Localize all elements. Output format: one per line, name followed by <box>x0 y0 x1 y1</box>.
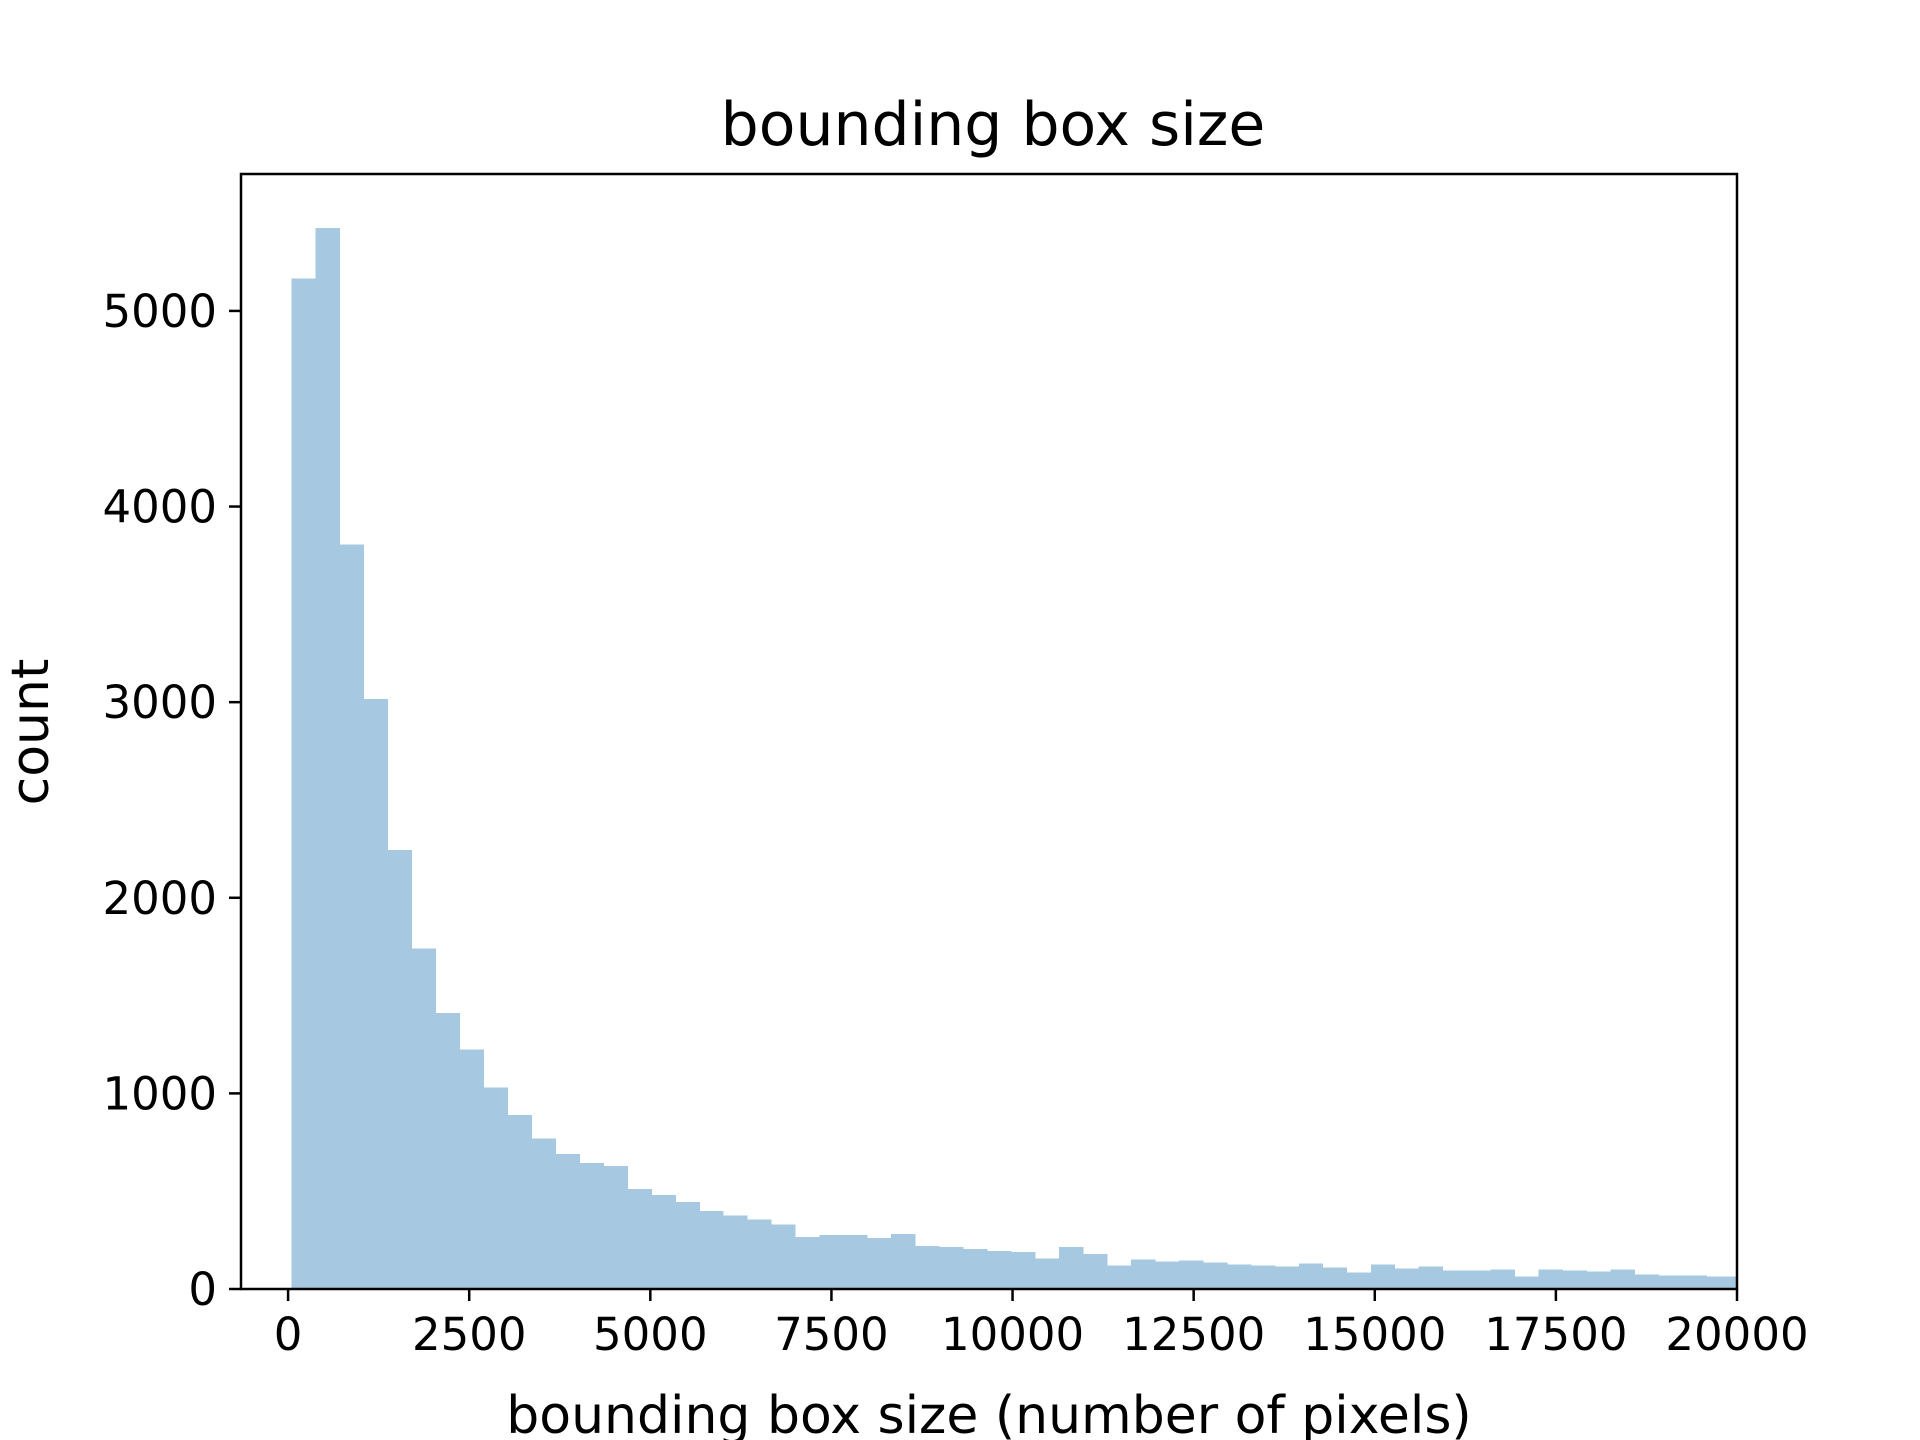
y-tick-label: 1000 <box>102 1067 217 1120</box>
x-tick-label: 7500 <box>774 1308 889 1361</box>
x-tick-label: 10000 <box>941 1308 1084 1361</box>
histogram-bar <box>339 544 365 1289</box>
histogram-bar <box>1107 1265 1132 1289</box>
histogram-bar <box>1298 1263 1324 1289</box>
x-tick-label: 2500 <box>412 1308 527 1361</box>
histogram-bar <box>579 1162 604 1289</box>
histogram-bar <box>627 1189 652 1289</box>
histogram-bar <box>1011 1251 1036 1289</box>
histogram-bar <box>771 1224 796 1289</box>
histogram-bar <box>1466 1270 1492 1289</box>
histogram-bar <box>1226 1264 1252 1289</box>
x-tick-label: 12500 <box>1122 1308 1265 1361</box>
histogram-bar <box>747 1219 772 1289</box>
histogram-bar <box>987 1250 1012 1289</box>
histogram-bar <box>483 1087 508 1289</box>
histogram-bar <box>1035 1258 1060 1289</box>
histogram-bar <box>1394 1268 1420 1289</box>
histogram-bar <box>1250 1265 1276 1289</box>
histogram-bar <box>915 1245 940 1289</box>
histogram-bar <box>1682 1275 1707 1289</box>
histogram-bar <box>1706 1276 1731 1289</box>
y-tick-label: 2000 <box>102 872 217 925</box>
x-tick-label: 20000 <box>1665 1308 1808 1361</box>
histogram-bar <box>531 1138 556 1289</box>
y-axis: 0 1000 2000 3000 4000 5000 <box>102 285 241 1316</box>
histogram-bar <box>1538 1269 1564 1289</box>
histogram-bar <box>891 1234 916 1289</box>
histogram-bar <box>1322 1267 1348 1289</box>
histogram-bar <box>1610 1269 1635 1289</box>
y-tick-label: 4000 <box>102 481 217 534</box>
histogram-bar <box>315 227 341 1290</box>
histogram-bar <box>435 1013 460 1289</box>
histogram-bar <box>795 1237 820 1289</box>
histogram-bar <box>1178 1260 1204 1289</box>
histogram-bar <box>1154 1261 1180 1289</box>
histogram-bar <box>1634 1274 1659 1289</box>
histogram-bar <box>1346 1272 1372 1289</box>
histogram-bar <box>363 699 389 1289</box>
y-tick-label: 5000 <box>102 285 217 338</box>
histogram-bar <box>1083 1253 1108 1289</box>
x-tick-label: 17500 <box>1484 1308 1627 1361</box>
plot-frame <box>239 172 1739 1291</box>
histogram-bar <box>1370 1264 1396 1289</box>
histogram-bar <box>843 1235 868 1289</box>
histogram-bar <box>459 1049 484 1289</box>
y-tick-label: 3000 <box>102 676 217 729</box>
histogram-bar <box>1274 1266 1300 1289</box>
x-axis-label: bounding box size (number of pixels) <box>506 1386 1471 1440</box>
histogram-bar <box>867 1238 892 1289</box>
histogram-bar <box>1130 1259 1156 1289</box>
histogram-bar <box>939 1246 964 1289</box>
histogram-bar <box>1202 1262 1228 1289</box>
histogram-bar <box>819 1235 844 1289</box>
chart-title: bounding box size <box>721 90 1266 160</box>
histogram-bar <box>699 1210 724 1289</box>
histogram-bar <box>1442 1270 1468 1289</box>
histogram-bar <box>1418 1266 1444 1289</box>
histogram-bar <box>1490 1269 1516 1289</box>
histogram-bar <box>963 1248 988 1289</box>
histogram-bar <box>1059 1246 1084 1289</box>
histogram-bar <box>1514 1276 1540 1289</box>
histogram-bar <box>1562 1270 1588 1289</box>
histogram-bar <box>651 1195 676 1289</box>
histogram-bar <box>411 948 436 1289</box>
histogram-bar <box>723 1215 748 1289</box>
histogram-bar <box>675 1201 700 1289</box>
x-axis: 0 2500 5000 7500 10000 12500 15000 17500 20000 <box>274 1289 1809 1361</box>
y-axis-label: count <box>1 659 61 806</box>
histogram-bar <box>387 849 413 1289</box>
x-tick-label: 0 <box>274 1308 303 1361</box>
y-tick-label: 0 <box>188 1263 217 1316</box>
x-tick-label: 15000 <box>1303 1308 1446 1361</box>
histogram-bar <box>291 278 317 1289</box>
histogram-bar <box>1730 1276 1738 1289</box>
histogram-bar <box>1658 1275 1683 1289</box>
x-tick-label: 5000 <box>593 1308 708 1361</box>
histogram-bar <box>555 1154 580 1289</box>
histogram-bar <box>507 1114 532 1289</box>
histogram-bar <box>1586 1271 1611 1289</box>
histogram-bar <box>603 1165 628 1289</box>
bar-group <box>291 227 1738 1290</box>
